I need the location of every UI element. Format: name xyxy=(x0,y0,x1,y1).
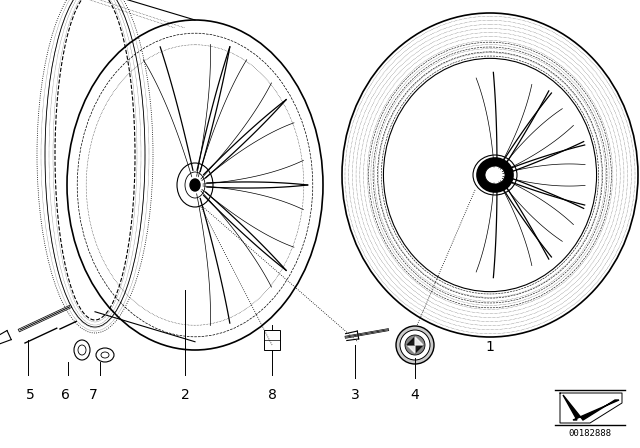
Ellipse shape xyxy=(405,335,425,355)
Polygon shape xyxy=(563,395,619,420)
Bar xyxy=(264,330,280,350)
Polygon shape xyxy=(415,345,423,353)
Ellipse shape xyxy=(400,330,430,360)
Ellipse shape xyxy=(190,179,200,191)
Ellipse shape xyxy=(489,169,501,181)
Text: 1: 1 xyxy=(486,340,495,354)
Text: 7: 7 xyxy=(88,388,97,402)
Polygon shape xyxy=(560,393,622,423)
Polygon shape xyxy=(407,337,415,345)
Ellipse shape xyxy=(396,326,434,364)
Text: 4: 4 xyxy=(411,388,419,402)
Text: 5: 5 xyxy=(26,388,35,402)
Polygon shape xyxy=(407,345,415,353)
Ellipse shape xyxy=(477,158,513,192)
Polygon shape xyxy=(415,337,423,345)
Ellipse shape xyxy=(485,166,505,184)
Text: 6: 6 xyxy=(61,388,69,402)
Text: 00182888: 00182888 xyxy=(568,429,611,438)
Text: 2: 2 xyxy=(180,388,189,402)
Text: 3: 3 xyxy=(351,388,360,402)
Text: 8: 8 xyxy=(268,388,276,402)
